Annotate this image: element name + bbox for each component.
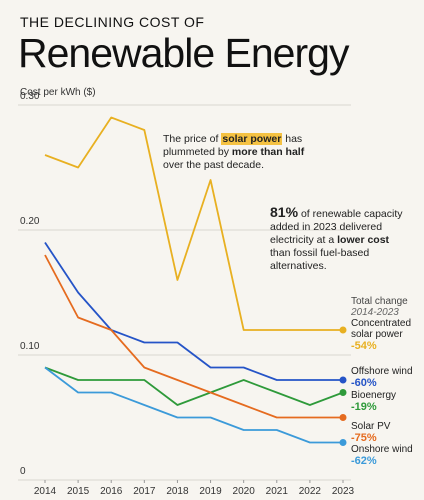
x-tick-label: 2014 xyxy=(34,486,57,497)
series-label: Concentrated solar power xyxy=(351,318,412,340)
annotation-bold: lower cost xyxy=(337,234,390,246)
x-tick-label: 2016 xyxy=(100,486,123,497)
series-change: -62% xyxy=(351,455,377,467)
series-line xyxy=(44,116,343,331)
end-dot xyxy=(339,326,347,334)
annotation-text: has plummeted by xyxy=(163,133,303,158)
annotation: The price of solar power has plummeted b… xyxy=(163,133,323,172)
series-change: -60% xyxy=(351,377,377,389)
series-change: -19% xyxy=(351,401,377,413)
end-dot xyxy=(339,376,347,384)
end-dot xyxy=(339,439,347,446)
series-line xyxy=(44,242,343,381)
series-label: Solar PV xyxy=(351,421,391,432)
x-tick-label: 2023 xyxy=(332,486,355,497)
legend-subheader: 2014-2023 xyxy=(351,307,399,318)
x-tick-label: 2020 xyxy=(233,486,256,497)
series-line xyxy=(44,366,344,406)
annotation-bold: more than half xyxy=(231,146,305,158)
series-change: -54% xyxy=(351,340,377,352)
x-tick-label: 2017 xyxy=(133,486,156,497)
series-line xyxy=(44,366,343,444)
y-tick-label: 0.20 xyxy=(20,216,40,227)
annotation-text: than fossil fuel-based alternatives. xyxy=(270,247,370,272)
annotation-highlight: solar power xyxy=(221,133,283,145)
y-tick-label: 0 xyxy=(20,466,26,477)
series-label: Offshore wind xyxy=(351,366,413,377)
x-tick-label: 2019 xyxy=(199,486,222,497)
end-dot xyxy=(339,389,347,396)
chart-title: Renewable Energy xyxy=(18,30,349,76)
annotation-text: The price of xyxy=(163,133,222,145)
x-tick-label: 2021 xyxy=(266,486,289,497)
series-change: -75% xyxy=(351,432,377,444)
kicker: THE DECLINING COST OF xyxy=(20,14,205,30)
x-tick-label: 2022 xyxy=(299,486,322,497)
y-tick-label: 0.30 xyxy=(20,91,40,102)
series-label: Bioenergy xyxy=(351,390,397,401)
annotation-text: over the past decade. xyxy=(163,159,264,171)
y-tick-label: 0.10 xyxy=(20,341,40,352)
annotation-bold: 81% xyxy=(270,204,299,220)
x-tick-label: 2015 xyxy=(67,486,90,497)
annotation-text: of renewable capacity added in 2023 deli… xyxy=(270,208,403,246)
y-axis-label: Cost per kWh ($) xyxy=(20,87,96,98)
legend-header: Total change xyxy=(351,296,408,307)
annotation: 81% of renewable capacity added in 2023 … xyxy=(270,204,410,273)
end-dot xyxy=(339,414,347,421)
x-tick-label: 2018 xyxy=(166,486,189,497)
series-line xyxy=(44,254,343,419)
series-label: Onshore wind xyxy=(351,444,413,455)
